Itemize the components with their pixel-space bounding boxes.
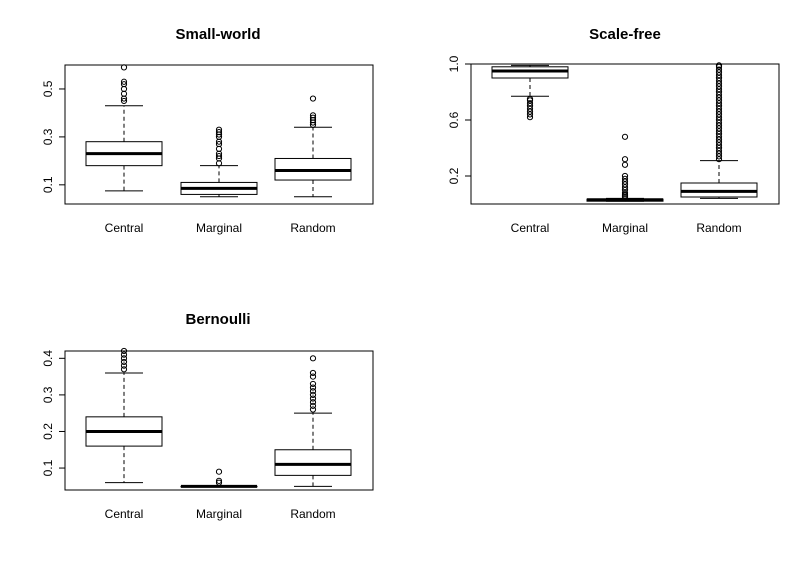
outlier-point: [309, 380, 317, 388]
y-tick-label: 0.2: [447, 167, 461, 184]
y-tick-label: 0.1: [41, 459, 55, 476]
outlier-point: [309, 373, 317, 380]
outlier-point: [309, 95, 317, 102]
chart-title: Bernoulli: [185, 311, 250, 328]
outlier-point: [215, 126, 223, 133]
outlier-point: [215, 468, 223, 475]
y-tick-label: 0.1: [41, 176, 55, 193]
box-marginal: [180, 126, 258, 198]
outlier-point: [621, 156, 629, 163]
outlier-point: [120, 366, 128, 373]
x-tick-label: Central: [511, 221, 550, 235]
outlier-point: [621, 161, 629, 168]
outlier-point: [309, 388, 317, 395]
plot-frame: [64, 350, 374, 491]
outlier-point: [120, 351, 128, 358]
x-tick-label: Marginal: [602, 221, 648, 235]
outlier-point: [120, 97, 128, 105]
outlier-point: [309, 369, 317, 377]
chart-title: Small-world: [175, 26, 260, 43]
outlier-point: [309, 391, 317, 398]
y-tick-label: 0.6: [447, 111, 461, 128]
box-random: [680, 62, 758, 199]
small-world-panel: Small-world 0.1 0.3 0.5 Central Marginal Rand…: [41, 26, 374, 235]
box-random: [274, 95, 352, 198]
x-tick-label: Marginal: [196, 221, 242, 235]
x-tick-label: Random: [696, 221, 741, 235]
y-tick-label: 0.3: [41, 386, 55, 403]
outlier-point: [621, 133, 629, 140]
outlier-point: [715, 62, 723, 69]
y-tick-label: 1.0: [447, 55, 461, 72]
outlier-point: [621, 175, 629, 182]
x-tick-label: Marginal: [196, 507, 242, 521]
outlier-point: [309, 406, 317, 413]
box-marginal: [586, 133, 664, 202]
box-central: [491, 64, 569, 121]
outlier-point: [309, 395, 317, 402]
y-tick-label: 0.5: [41, 80, 55, 97]
box-marginal: [180, 468, 258, 488]
box-random: [274, 355, 352, 487]
x-tick-label: Central: [105, 221, 144, 235]
x-tick-label: Central: [105, 507, 144, 521]
plot-frame: [64, 64, 374, 205]
outlier-point: [215, 152, 223, 160]
scale-free-panel: Scale-free 0.2 0.6 1.0 Central Marginal Rando…: [447, 26, 780, 235]
y-tick-label: 0.4: [41, 350, 55, 367]
outlier-point: [120, 347, 128, 355]
chart-title: Scale-free: [589, 26, 661, 43]
outlier-point: [120, 358, 128, 366]
outlier-point: [309, 114, 317, 121]
outlier-point: [309, 399, 317, 406]
bernoulli-panel: Bernoulli 0.1 0.2 0.3 0.4 Central Marginal Ran…: [41, 311, 374, 521]
outlier-point: [309, 402, 317, 409]
outlier-point: [526, 95, 534, 103]
outlier-point: [621, 172, 629, 180]
outlier-point: [309, 112, 317, 119]
box-central: [85, 347, 163, 484]
iqr-box: [274, 449, 352, 476]
outlier-point: [120, 64, 128, 71]
outlier-point: [120, 355, 128, 362]
outlier-point: [215, 479, 223, 486]
outlier-point: [215, 477, 223, 484]
outlier-point: [309, 355, 317, 362]
outlier-point: [309, 384, 317, 391]
outlier-point: [120, 78, 128, 85]
outlier-point: [120, 362, 128, 369]
y-tick-label: 0.3: [41, 128, 55, 145]
outlier-point: [120, 81, 128, 88]
x-tick-label: Random: [290, 507, 335, 521]
outlier-point: [215, 129, 223, 136]
x-tick-label: Random: [290, 221, 335, 235]
plot-frame: [470, 63, 780, 205]
outlier-point: [215, 140, 223, 148]
outlier-point: [526, 100, 534, 107]
outlier-point: [715, 66, 723, 73]
box-central: [85, 64, 163, 192]
y-tick-label: 0.2: [41, 423, 55, 440]
